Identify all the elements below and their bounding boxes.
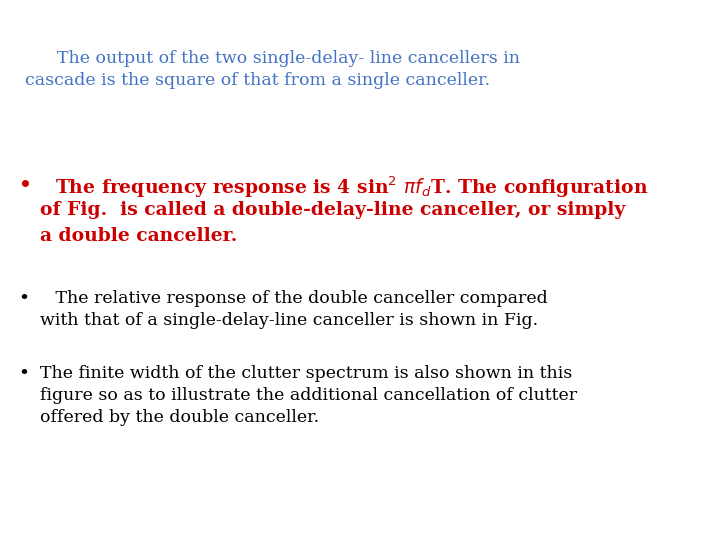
Text: •: •: [18, 175, 31, 195]
Text: with that of a single-delay-line canceller is shown in Fig.: with that of a single-delay-line cancell…: [40, 312, 538, 329]
Text: The finite width of the clutter spectrum is also shown in this: The finite width of the clutter spectrum…: [40, 365, 572, 382]
Text: •: •: [18, 290, 29, 308]
Text: The frequency response is 4 sin$^2$ $\pi f_d$T. The configuration: The frequency response is 4 sin$^2$ $\pi…: [55, 175, 648, 200]
Text: a double canceller.: a double canceller.: [40, 227, 238, 245]
Text: The output of the two single-delay- line cancellers in: The output of the two single-delay- line…: [35, 50, 520, 67]
Text: •: •: [18, 365, 29, 383]
Text: cascade is the square of that from a single canceller.: cascade is the square of that from a sin…: [25, 72, 490, 89]
Text: offered by the double canceller.: offered by the double canceller.: [40, 409, 319, 426]
Text: of Fig.  is called a double-delay-line canceller, or simply: of Fig. is called a double-delay-line ca…: [40, 201, 626, 219]
Text: figure so as to illustrate the additional cancellation of clutter: figure so as to illustrate the additiona…: [40, 387, 577, 404]
Text: The relative response of the double canceller compared: The relative response of the double canc…: [50, 290, 548, 307]
